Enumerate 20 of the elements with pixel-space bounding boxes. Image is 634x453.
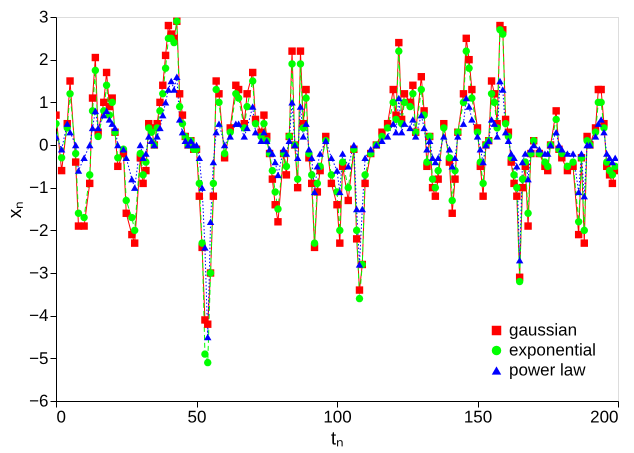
legend-label: gaussian [509,320,578,340]
legend-label: power law [509,360,586,380]
y-tick-label: −2 [29,220,48,240]
x-tick-label: 150 [464,408,492,426]
y-tick-label: 3 [39,8,48,26]
y-tick-label: 0 [39,136,48,154]
y-tick-label: −5 [29,348,48,368]
y-tick-label: 1 [39,92,48,112]
legend-label: exponential [509,340,596,360]
y-axis-title: xₙ [5,200,26,218]
x-axis-title: tₙ [330,428,344,450]
y-tick-label: −3 [29,264,48,282]
y-tick-label: −4 [29,306,48,326]
y-tick-label: −6 [29,392,48,410]
y-tick-label: 2 [39,50,48,70]
y-tick-label: −1 [29,178,48,198]
x-tick-label: 50 [188,408,206,426]
x-tick-label: 100 [323,408,352,426]
x-tick-label: 0 [56,408,66,426]
x-tick-label: 200 [590,408,618,426]
